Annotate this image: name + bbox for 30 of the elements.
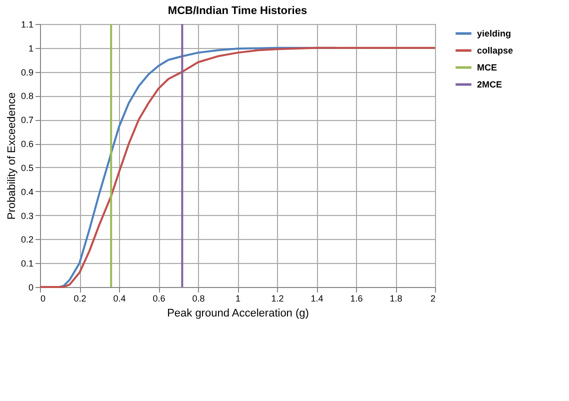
y-tick-label: 0.1: [20, 258, 34, 269]
y-tick-label: 0.3: [20, 210, 34, 221]
y-tick-label: 0: [28, 282, 34, 292]
y-tick-label: 0.9: [20, 67, 34, 78]
y-tick-label: 0.2: [20, 234, 34, 245]
x-tick-label: 1: [235, 294, 241, 304]
y-tick-label: 0.5: [20, 162, 34, 173]
x-tick-label: 1.6: [350, 294, 363, 304]
x-tick-label: 0.2: [74, 294, 86, 304]
y-tick-label: 0.4: [20, 186, 34, 197]
x-axis-title: Peak ground Acceleration (g): [167, 308, 309, 320]
legend-label: 2MCE: [477, 80, 502, 90]
x-tick-label: 0.8: [192, 294, 205, 304]
y-axis-title: Probability of Exceedence: [6, 92, 18, 220]
legend-label: collapse: [477, 46, 514, 56]
x-tick-label: 2: [430, 294, 436, 304]
x-tick-label: 0.6: [152, 294, 166, 304]
y-tick-label: 0.7: [20, 115, 34, 126]
x-tick-label: 1.8: [390, 294, 402, 304]
x-tick-label: 1.2: [271, 294, 284, 304]
y-tick-label: 1.1: [20, 20, 34, 30]
x-tick-label: 0.4: [113, 294, 126, 304]
x-tick-label: 1.4: [310, 294, 324, 304]
legend-label: yielding: [477, 28, 512, 38]
y-tick-label: 1: [28, 43, 34, 54]
y-tick-label: 0.8: [20, 91, 34, 102]
legend-label: MCE: [477, 62, 497, 72]
chart-title: MCB/Indian Time Histories: [168, 5, 308, 17]
y-tick-label: 0.6: [20, 139, 34, 150]
x-tick-label: 0: [40, 294, 46, 304]
